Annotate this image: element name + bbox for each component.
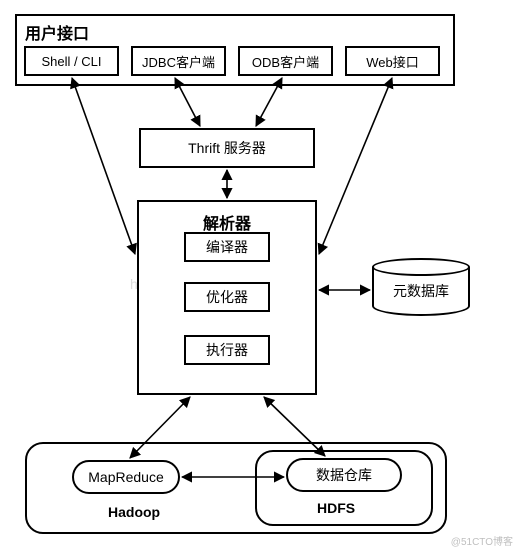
thrift-box: Thrift 服务器 — [139, 128, 315, 168]
optimizer-box: 优化器 — [184, 282, 270, 312]
compiler-label: 编译器 — [206, 237, 248, 257]
shell-cli-label: Shell / CLI — [42, 54, 102, 69]
attribution-text: @51CTO博客 — [451, 533, 513, 548]
jdbc-box: JDBC客户端 — [131, 46, 226, 76]
odb-box: ODB客户端 — [238, 46, 333, 76]
optimizer-label: 优化器 — [206, 287, 248, 307]
datastore-label: 数据仓库 — [316, 465, 372, 485]
hdfs-title: HDFS — [317, 500, 355, 516]
metadb-cylinder: 元数据库 — [372, 258, 470, 316]
user-interface-title: 用户接口 — [25, 20, 89, 44]
thrift-label: Thrift 服务器 — [188, 138, 266, 158]
jdbc-label: JDBC客户端 — [142, 52, 215, 71]
compiler-box: 编译器 — [184, 232, 270, 262]
metadb-label: 元数据库 — [393, 281, 449, 301]
datastore-box: 数据仓库 — [286, 458, 402, 492]
executor-box: 执行器 — [184, 335, 270, 365]
hadoop-title: Hadoop — [108, 504, 160, 520]
mapreduce-box: MapReduce — [72, 460, 180, 494]
web-label: Web接口 — [366, 52, 419, 71]
executor-label: 执行器 — [206, 340, 248, 360]
odb-label: ODB客户端 — [252, 52, 319, 71]
web-box: Web接口 — [345, 46, 440, 76]
parser-title: 解析器 — [139, 210, 315, 234]
shell-cli-box: Shell / CLI — [24, 46, 119, 76]
mapreduce-label: MapReduce — [88, 469, 164, 485]
